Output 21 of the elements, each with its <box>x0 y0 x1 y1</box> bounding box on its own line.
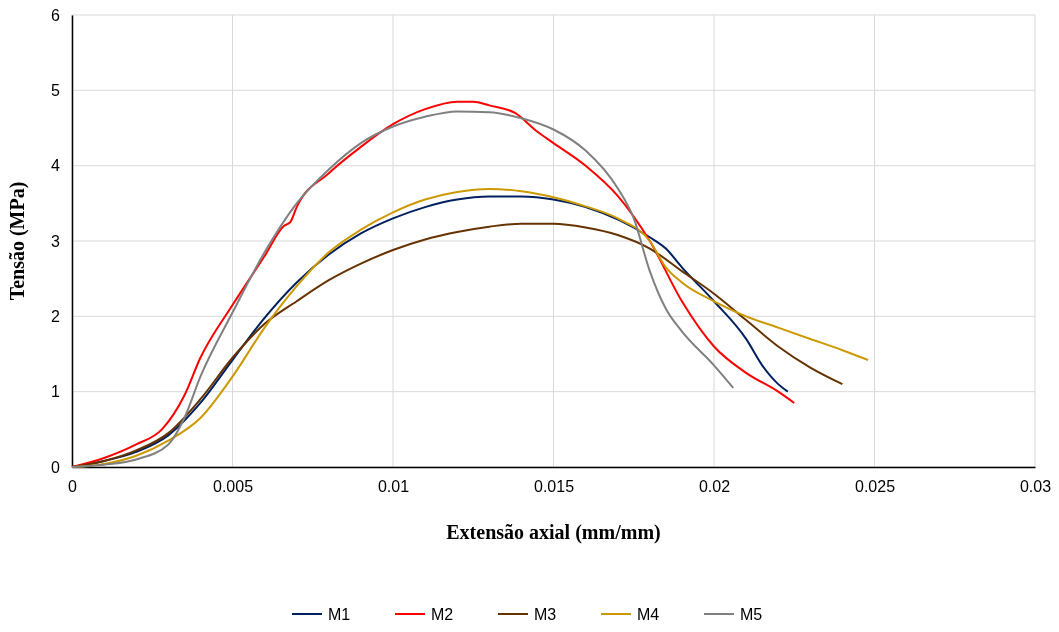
y-tick-label: 0 <box>51 458 61 476</box>
x-axis-title: Extensão axial (mm/mm) <box>446 521 661 544</box>
y-axis-title: Tensão (MPa) <box>6 181 29 301</box>
legend-label: M5 <box>740 606 763 623</box>
y-tick-label: 4 <box>51 157 61 175</box>
legend-label: M4 <box>637 606 660 623</box>
x-tick-label: 0.01 <box>377 478 410 496</box>
x-tick-label: 0.03 <box>1019 478 1052 496</box>
x-tick-label: 0.02 <box>698 478 731 496</box>
y-tick-label: 3 <box>51 232 61 250</box>
y-tick-label: 2 <box>51 307 61 325</box>
y-tick-label: 6 <box>51 6 61 24</box>
x-tick-label: 0 <box>68 478 78 496</box>
legend-label: M2 <box>431 606 454 623</box>
legend-label: M1 <box>328 606 351 623</box>
legend-label: M3 <box>534 606 557 623</box>
y-tick-label: 1 <box>51 383 61 401</box>
x-tick-label: 0.005 <box>212 478 254 496</box>
x-tick-label: 0.015 <box>533 478 575 496</box>
y-tick-label: 5 <box>51 81 61 99</box>
x-tick-label: 0.025 <box>854 478 896 496</box>
